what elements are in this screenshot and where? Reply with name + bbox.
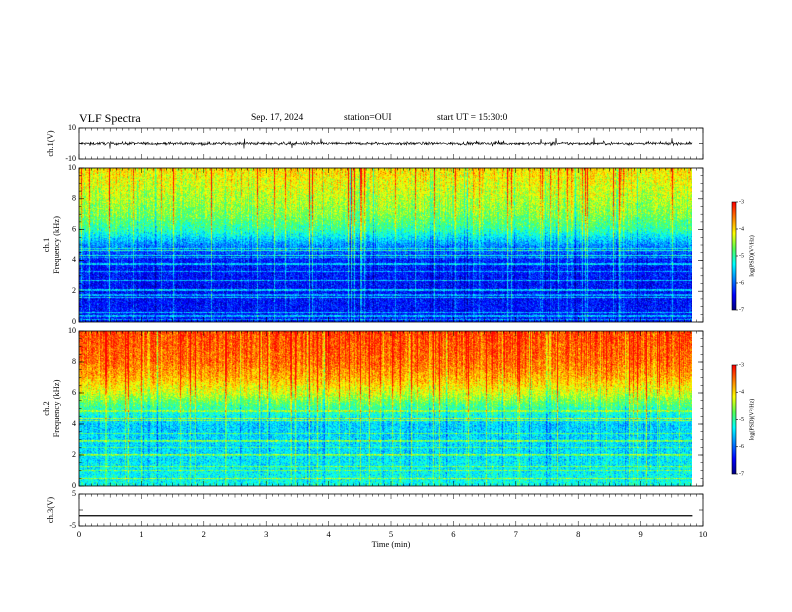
colorbar-tick-label: -4 [739,390,744,396]
colorbar-tick-label: -7 [739,471,744,477]
y-tick-label: 10 [68,326,76,335]
x-axis-label: Time (min) [372,539,411,549]
y-tick-label: 4 [72,255,76,264]
colorbar-ch2 [732,365,736,474]
y-tick-label: 0 [72,317,76,326]
y-tick-label: 8 [72,357,76,366]
colorbar-label: log(PSD)(V²/Hz) [748,399,755,440]
x-tick-label: 6 [451,529,455,539]
y-axis-label: Frequency (kHz) [51,216,61,274]
start-time-label: start UT = 15:30:0 [437,113,508,123]
panel-channel-label: ch.1 [41,238,51,252]
x-tick-label: 5 [389,529,393,539]
x-tick-label: 7 [514,529,518,539]
waveform-ch0 [78,137,693,149]
y-tick-label: 5 [72,489,76,498]
date-label: Sep. 17, 2024 [251,113,304,123]
y-tick-label: 10 [68,163,76,172]
colorbar-tick-label: -4 [739,226,744,232]
y-tick-label: 2 [72,286,76,295]
y-tick-label: 0 [72,481,76,490]
y-tick-label: -10 [65,154,76,163]
y-tick-label: 8 [72,194,76,203]
y-tick-label: 6 [72,224,76,233]
colorbar-tick-label: -6 [739,280,744,286]
colorbar-tick-label: -3 [739,199,744,205]
colorbar-ch1 [732,202,736,310]
colorbar-tick-label: -5 [739,417,744,423]
y-axis-label: Frequency (kHz) [51,379,61,437]
colorbar-tick-label: -5 [739,253,744,259]
colorbar-tick-label: -7 [739,307,744,313]
x-tick-label: 8 [576,529,580,539]
panel-channel-label: ch.2 [41,401,51,415]
colorbar-tick-label: -3 [739,362,744,368]
x-tick-label: 3 [264,529,268,539]
x-tick-label: 1 [139,529,143,539]
figure-title: VLF Spectra [79,111,141,125]
colorbar-label: log(PSD)(V²/Hz) [748,235,755,276]
y-tick-label: 10 [68,123,76,132]
y-tick-label: 4 [72,419,76,428]
y-tick-label: -5 [69,521,76,530]
y-axis-label: ch.3(V) [45,497,55,523]
x-tick-label: 9 [638,529,642,539]
x-tick-label: 10 [699,529,708,539]
station-label: station=OUI [344,113,392,123]
x-tick-label: 4 [326,529,331,539]
x-tick-label: 2 [202,529,206,539]
y-tick-label: 2 [72,450,76,459]
colorbar-tick-label: -6 [739,444,744,450]
x-tick-label: 0 [77,529,81,539]
spectrogram-ch1 [79,168,692,322]
spectrogram-ch2 [79,331,692,486]
y-axis-label: ch.1(V) [45,130,55,156]
y-tick-label: 6 [72,388,76,397]
